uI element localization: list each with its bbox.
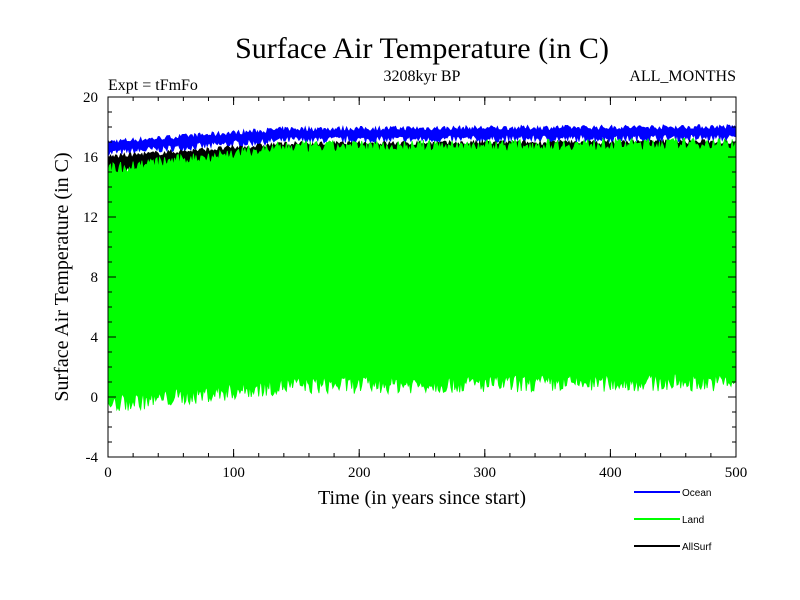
x-tick-label: 200 xyxy=(348,465,371,481)
x-tick-label: 500 xyxy=(725,465,748,481)
y-tick-label: 0 xyxy=(91,390,99,406)
axes: 0 100 200 300 400 500 -4 0 4 8 12 16 20 xyxy=(83,90,747,481)
plot-area xyxy=(107,124,737,412)
y-tick-label: 12 xyxy=(83,210,98,226)
y-tick-label: 8 xyxy=(91,270,99,286)
y-tick-label: 4 xyxy=(91,330,99,346)
x-axis-label: Time (in years since start) xyxy=(318,487,526,509)
legend-label-allsurf: AllSurf xyxy=(682,542,712,553)
x-tick-label: 0 xyxy=(104,465,112,481)
chart-title: Surface Air Temperature (in C) xyxy=(235,32,609,65)
x-tick-label: 100 xyxy=(222,465,245,481)
months-label: ALL_MONTHS xyxy=(629,68,736,85)
y-axis-label: Surface Air Temperature (in C) xyxy=(51,152,73,401)
period-label: 3208kyr BP xyxy=(384,68,461,85)
y-tick-label: -4 xyxy=(86,450,99,466)
experiment-label: Expt = tFmFo xyxy=(108,77,198,94)
legend-label-ocean: Ocean xyxy=(682,488,711,499)
y-tick-label: 16 xyxy=(83,150,99,166)
series-land-band xyxy=(107,136,737,412)
legend-label-land: Land xyxy=(682,515,704,526)
x-tick-label: 400 xyxy=(599,465,622,481)
legend: Ocean Land AllSurf xyxy=(634,488,712,553)
y-tick-label: 20 xyxy=(83,90,98,106)
x-tick-label: 300 xyxy=(474,465,497,481)
